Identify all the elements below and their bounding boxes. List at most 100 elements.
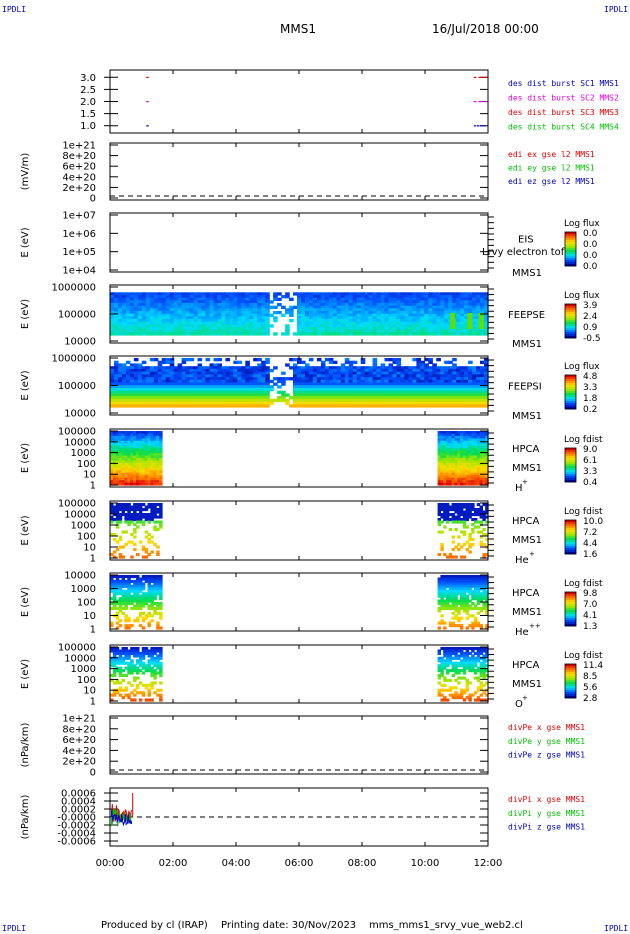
heatmap-cell bbox=[368, 313, 374, 317]
heatmap-cell bbox=[340, 377, 346, 381]
heatmap-cell bbox=[138, 520, 143, 524]
heatmap-cell bbox=[121, 311, 127, 315]
heatmap-cell bbox=[159, 440, 163, 444]
heatmap-cell bbox=[340, 396, 346, 400]
heatmap-cell bbox=[136, 515, 140, 519]
heatmap-cell bbox=[118, 513, 123, 517]
heatmap-cell bbox=[324, 313, 330, 317]
heatmap-cell bbox=[301, 382, 306, 386]
heatmap-cell bbox=[241, 374, 246, 378]
heatmap-cell bbox=[185, 393, 191, 397]
heatmap-cell bbox=[150, 575, 154, 579]
heatmap-cell bbox=[404, 305, 409, 309]
heatmap-cell bbox=[221, 297, 226, 301]
heatmap-cell bbox=[436, 295, 441, 299]
heatmap-cell bbox=[141, 316, 147, 320]
heatmap-cell bbox=[328, 379, 334, 384]
heatmap-cell bbox=[356, 300, 362, 304]
heatmap-cell bbox=[114, 319, 119, 323]
heatmap-cell bbox=[124, 624, 128, 628]
heatmap-cell bbox=[424, 377, 429, 381]
heatmap-cell bbox=[197, 390, 203, 394]
heatmap-cell bbox=[444, 396, 449, 400]
heatmap-cell bbox=[169, 371, 175, 375]
heatmap-cell bbox=[133, 404, 139, 408]
heatmap-cell bbox=[457, 548, 461, 552]
heatmap-cell bbox=[479, 520, 483, 524]
heatmap-cell bbox=[446, 510, 450, 514]
heatmap-cell bbox=[468, 592, 472, 596]
heatmap-cell bbox=[376, 332, 382, 336]
heatmap-cell bbox=[388, 303, 394, 307]
heatmap-cell bbox=[181, 404, 187, 408]
heatmap-cell bbox=[348, 363, 354, 367]
heatmap-cell bbox=[261, 393, 266, 397]
heatmap-cell bbox=[245, 327, 250, 331]
heatmap-cell bbox=[437, 433, 441, 437]
heatmap-cell bbox=[465, 584, 469, 588]
heatmap-cell bbox=[476, 480, 481, 484]
heatmap-cell bbox=[110, 438, 114, 442]
heatmap-cell bbox=[181, 313, 187, 317]
heatmap-cell bbox=[465, 626, 469, 630]
heatmap-cell bbox=[384, 387, 390, 392]
heatmap-cell bbox=[416, 358, 421, 362]
heatmap-cell bbox=[301, 371, 306, 375]
heatmap-cell bbox=[316, 319, 322, 323]
heatmap-cell bbox=[130, 599, 134, 603]
heatmap-cell bbox=[457, 582, 461, 586]
colorbar-swatch bbox=[565, 538, 576, 541]
heatmap-cell bbox=[396, 316, 402, 320]
heatmap-cell bbox=[185, 358, 191, 362]
heatmap-cell bbox=[253, 321, 258, 325]
heatmap-cell bbox=[124, 472, 128, 476]
heatmap-cell bbox=[144, 602, 149, 606]
heatmap-cell bbox=[181, 305, 187, 309]
heatmap-cell bbox=[293, 379, 298, 384]
heatmap-cell bbox=[485, 470, 489, 474]
heatmap-cell bbox=[157, 313, 163, 317]
heatmap-cell bbox=[193, 303, 199, 307]
heatmap-cell bbox=[205, 396, 211, 400]
heatmap-cell bbox=[476, 297, 481, 301]
heatmap-cell bbox=[400, 329, 406, 333]
heatmap-cell bbox=[476, 513, 481, 517]
heatmap-cell bbox=[400, 327, 406, 331]
heatmap-cell bbox=[156, 445, 160, 449]
heatmap-cell bbox=[261, 327, 266, 331]
heatmap-cell bbox=[424, 363, 429, 367]
heatmap-cell bbox=[147, 472, 151, 476]
heatmap-cell bbox=[124, 579, 128, 583]
heatmap-cell bbox=[420, 398, 425, 403]
heatmap-cell bbox=[165, 295, 171, 299]
heatmap-cell bbox=[114, 360, 119, 364]
heatmap-cell bbox=[474, 472, 478, 476]
heatmap-cell bbox=[141, 575, 146, 579]
heatmap-cell bbox=[156, 450, 160, 454]
heatmap-cell bbox=[454, 470, 458, 474]
heatmap-cell bbox=[169, 303, 175, 307]
colorbar-swatch bbox=[565, 308, 576, 311]
heatmap-cell bbox=[177, 303, 183, 307]
heatmap-cell bbox=[110, 515, 114, 519]
heatmap-cell bbox=[165, 303, 171, 307]
heatmap-cell bbox=[165, 321, 171, 325]
heatmap-cell bbox=[474, 443, 478, 447]
heatmap-cell bbox=[448, 453, 453, 457]
heatmap-cell bbox=[471, 624, 475, 628]
heatmap-cell bbox=[161, 360, 167, 364]
heatmap-cell bbox=[444, 313, 449, 317]
heatmap-cell bbox=[156, 621, 160, 625]
heatmap-cell bbox=[472, 387, 477, 392]
heatmap-cell bbox=[420, 316, 425, 320]
heatmap-cell bbox=[245, 324, 250, 328]
heatmap-cell bbox=[460, 443, 464, 447]
heatmap-cell bbox=[388, 398, 394, 403]
heatmap-cell bbox=[147, 440, 151, 444]
heatmap-cell bbox=[448, 305, 453, 309]
heatmap-cell bbox=[161, 368, 167, 373]
heatmap-cell bbox=[372, 303, 378, 307]
heatmap-cell bbox=[376, 303, 382, 307]
heatmap-cell bbox=[474, 435, 478, 439]
heatmap-cell bbox=[360, 366, 366, 370]
